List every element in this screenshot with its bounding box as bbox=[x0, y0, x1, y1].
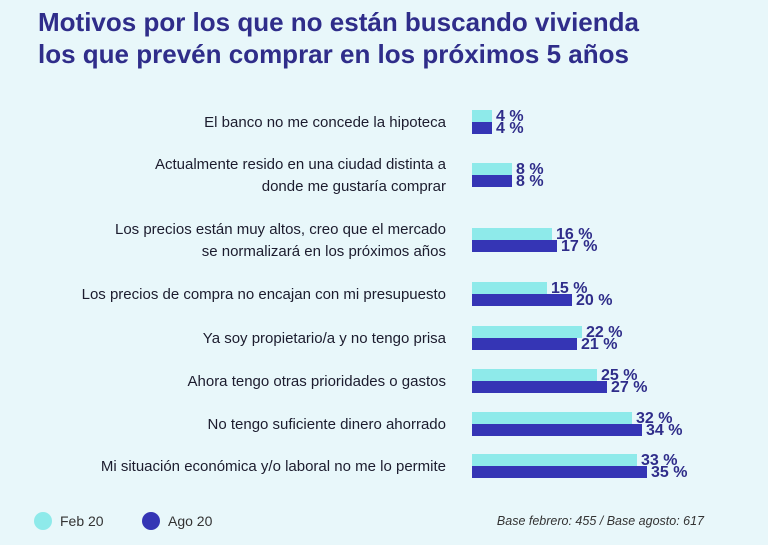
legend-swatch-feb bbox=[34, 512, 52, 530]
value-label-ago-4: 21 % bbox=[581, 336, 617, 353]
value-label-ago-5: 27 % bbox=[611, 379, 647, 396]
bar-feb-1 bbox=[472, 163, 512, 175]
bar-feb-4 bbox=[472, 326, 582, 338]
bar-feb-3 bbox=[472, 282, 547, 294]
category-label-1-0: Actualmente resido en una ciudad distint… bbox=[155, 156, 447, 173]
value-label-feb-7: 33 % bbox=[641, 452, 677, 469]
chart-title-line-1: Motivos por los que no están buscando vi… bbox=[38, 7, 639, 37]
category-label-4-0: Ya soy propietario/a y no tengo prisa bbox=[203, 330, 447, 347]
bar-ago-6 bbox=[472, 424, 642, 436]
chart-title: Motivos por los que no están buscando vi… bbox=[38, 6, 758, 70]
bar-feb-6 bbox=[472, 412, 632, 424]
value-label-ago-3: 20 % bbox=[576, 292, 612, 309]
category-label-0-0: El banco no me concede la hipoteca bbox=[204, 114, 446, 131]
category-label-2-0: Los precios están muy altos, creo que el… bbox=[115, 221, 446, 238]
value-label-ago-1: 8 % bbox=[516, 173, 544, 190]
legend-label-ago: Ago 20 bbox=[168, 513, 213, 529]
category-label-7-0: Mi situación económica y/o laboral no me… bbox=[101, 458, 446, 475]
value-label-ago-2: 17 % bbox=[561, 238, 597, 255]
category-label-2-1: se normalizará en los próximos años bbox=[202, 243, 446, 260]
bar-ago-4 bbox=[472, 338, 577, 350]
legend-item-ago: Ago 20 bbox=[142, 512, 212, 530]
legend-swatch-ago bbox=[142, 512, 160, 530]
value-label-ago-0: 4 % bbox=[496, 120, 524, 137]
bar-feb-5 bbox=[472, 369, 597, 381]
value-label-feb-6: 32 % bbox=[636, 410, 672, 427]
value-label-feb-2: 16 % bbox=[556, 226, 592, 243]
bar-ago-5 bbox=[472, 381, 607, 393]
value-label-feb-1: 8 % bbox=[516, 161, 544, 178]
value-label-feb-5: 25 % bbox=[601, 367, 637, 384]
value-label-ago-6: 34 % bbox=[646, 422, 682, 439]
value-label-feb-4: 22 % bbox=[586, 324, 622, 341]
category-label-3-0: Los precios de compra no encajan con mi … bbox=[82, 286, 446, 303]
base-note: Base febrero: 455 / Base agosto: 617 bbox=[496, 514, 704, 528]
bar-ago-3 bbox=[472, 294, 572, 306]
chart-title-line-2: los que prevén comprar en los próximos 5… bbox=[38, 39, 629, 69]
category-label-6-0: No tengo suficiente dinero ahorrado bbox=[208, 416, 447, 433]
bar-feb-7 bbox=[472, 454, 637, 466]
category-label-5-0: Ahora tengo otras prioridades o gastos bbox=[188, 373, 447, 390]
bar-ago-7 bbox=[472, 466, 647, 478]
legend-label-feb: Feb 20 bbox=[60, 513, 104, 529]
bar-feb-0 bbox=[472, 110, 492, 122]
value-label-feb-3: 15 % bbox=[551, 280, 587, 297]
bar-ago-0 bbox=[472, 122, 492, 134]
bar-ago-2 bbox=[472, 240, 557, 252]
category-label-1-1: donde me gustaría comprar bbox=[262, 178, 446, 195]
bar-chart: El banco no me concede la hipoteca 4 %4 %… bbox=[82, 108, 688, 481]
bar-feb-2 bbox=[472, 228, 552, 240]
value-label-ago-7: 35 % bbox=[651, 464, 687, 481]
bar-ago-1 bbox=[472, 175, 512, 187]
legend-item-feb: Feb 20 bbox=[34, 512, 104, 530]
value-label-feb-0: 4 % bbox=[496, 108, 524, 125]
